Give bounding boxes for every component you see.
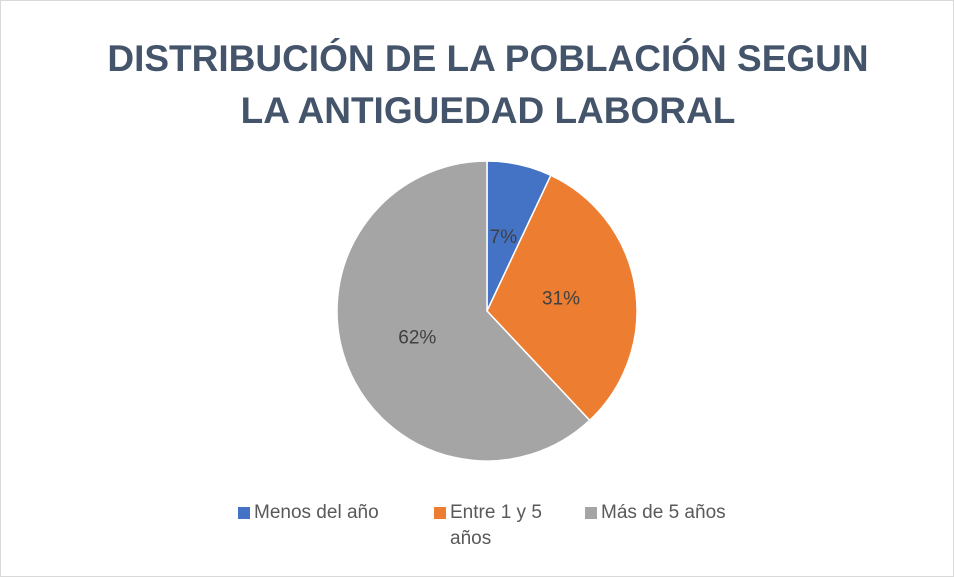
legend-label: Entre 1 y 5 años	[450, 502, 542, 549]
legend-item: Más de 5 años	[585, 500, 785, 526]
legend-swatch	[238, 507, 250, 519]
legend-label: Menos del año	[254, 502, 379, 523]
data-label: 62%	[398, 328, 436, 349]
pie-slice	[486, 174, 638, 422]
legend-swatch	[585, 507, 597, 519]
pie-slice	[336, 160, 591, 462]
chart-title: DISTRIBUCIÓN DE LA POBLACIÓN SEGUN LA AN…	[107, 38, 869, 131]
data-label: 7%	[490, 227, 518, 248]
legend-item: Menos del año	[238, 500, 418, 526]
legend-swatch	[434, 507, 446, 519]
legend-item: Entre 1 y 5 años	[434, 500, 564, 552]
legend-label: Más de 5 años	[601, 502, 726, 523]
data-label: 31%	[542, 288, 580, 309]
